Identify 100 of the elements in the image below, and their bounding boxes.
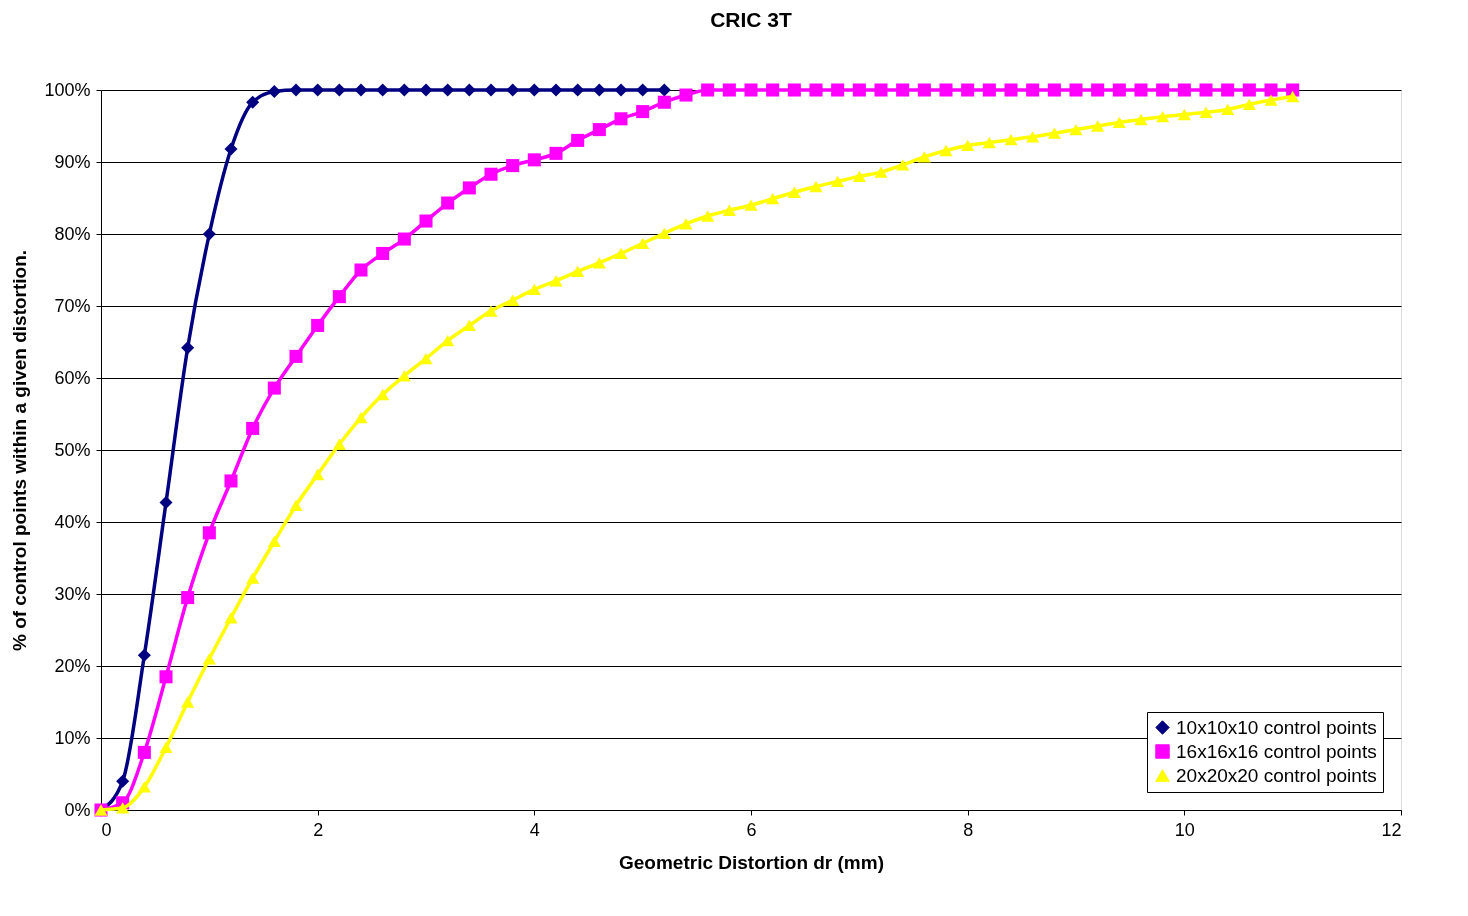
point [1026, 131, 1040, 143]
point [181, 341, 195, 355]
point [354, 83, 368, 97]
point [116, 774, 130, 788]
x-tick-label: 8 [963, 819, 974, 840]
y-axis-title: % of control points within a given distortion. [9, 249, 31, 652]
point [332, 83, 346, 97]
point [137, 781, 151, 793]
point [267, 84, 281, 98]
y-tick-label: 50% [54, 439, 91, 460]
point [441, 83, 455, 97]
point [744, 83, 758, 97]
y-tick-label: 20% [54, 655, 91, 676]
point [224, 474, 238, 488]
point [202, 526, 216, 540]
point [267, 535, 281, 548]
point [289, 349, 303, 363]
point [701, 210, 715, 222]
point [852, 170, 866, 183]
point [506, 159, 520, 173]
point [896, 159, 910, 171]
legend-label: 20x20x20 control points [1176, 764, 1377, 786]
point [441, 334, 455, 347]
point [896, 83, 910, 97]
point [874, 166, 888, 178]
point [874, 83, 888, 97]
point [311, 83, 325, 97]
point [657, 227, 671, 239]
point [614, 112, 628, 126]
point [787, 186, 801, 198]
point [809, 83, 823, 97]
x-tick-label: 4 [529, 819, 540, 840]
point [657, 83, 671, 97]
point [831, 83, 845, 97]
point [1177, 83, 1191, 97]
point [397, 232, 411, 246]
point [419, 83, 433, 97]
point [852, 83, 866, 97]
point [441, 196, 455, 210]
point [1264, 94, 1278, 106]
point [1242, 83, 1256, 97]
point [571, 133, 585, 147]
point [137, 648, 151, 662]
point [982, 83, 996, 97]
point [506, 83, 520, 97]
point [332, 290, 346, 304]
point [527, 283, 541, 296]
point [1199, 83, 1213, 97]
y-tick-label: 60% [54, 367, 91, 388]
point [701, 83, 715, 97]
point [354, 263, 368, 277]
point [246, 572, 260, 584]
point [332, 438, 346, 450]
point [571, 83, 585, 97]
point [1004, 83, 1018, 97]
point [592, 83, 606, 97]
point [1069, 83, 1083, 97]
point [527, 83, 541, 97]
point [592, 123, 606, 137]
point [354, 411, 368, 424]
point [289, 499, 303, 512]
point [1286, 90, 1300, 103]
point [787, 83, 801, 97]
point [549, 146, 563, 160]
y-tick-label: 10% [54, 727, 91, 748]
point [1004, 134, 1018, 146]
point [462, 181, 476, 195]
point [159, 741, 173, 754]
point [1091, 83, 1105, 97]
point [246, 421, 260, 435]
point [1091, 120, 1105, 132]
point [636, 83, 650, 97]
point [939, 144, 953, 157]
point [181, 591, 195, 605]
x-tick-label: 6 [746, 819, 757, 840]
point [549, 275, 563, 287]
point [1112, 83, 1126, 97]
legend-label: 16x16x16 control points [1176, 740, 1377, 762]
point [484, 167, 498, 181]
x-axis-title: Geometric Distortion dr (mm) [619, 851, 884, 873]
point [1026, 83, 1040, 97]
point [159, 496, 173, 510]
point [1221, 103, 1235, 116]
point [159, 670, 173, 684]
point [376, 83, 390, 97]
point [1199, 106, 1213, 118]
y-tick-label: 30% [54, 583, 91, 604]
point [722, 83, 736, 97]
y-tick-label: 100% [44, 79, 91, 100]
point [137, 745, 151, 759]
point [636, 105, 650, 119]
point [246, 95, 260, 109]
point [722, 204, 736, 216]
point [1177, 108, 1191, 121]
point [181, 696, 195, 708]
point [571, 265, 585, 278]
point [657, 95, 671, 109]
point [376, 246, 390, 260]
point [766, 193, 780, 205]
x-tick-label: 12 [1381, 819, 1402, 840]
